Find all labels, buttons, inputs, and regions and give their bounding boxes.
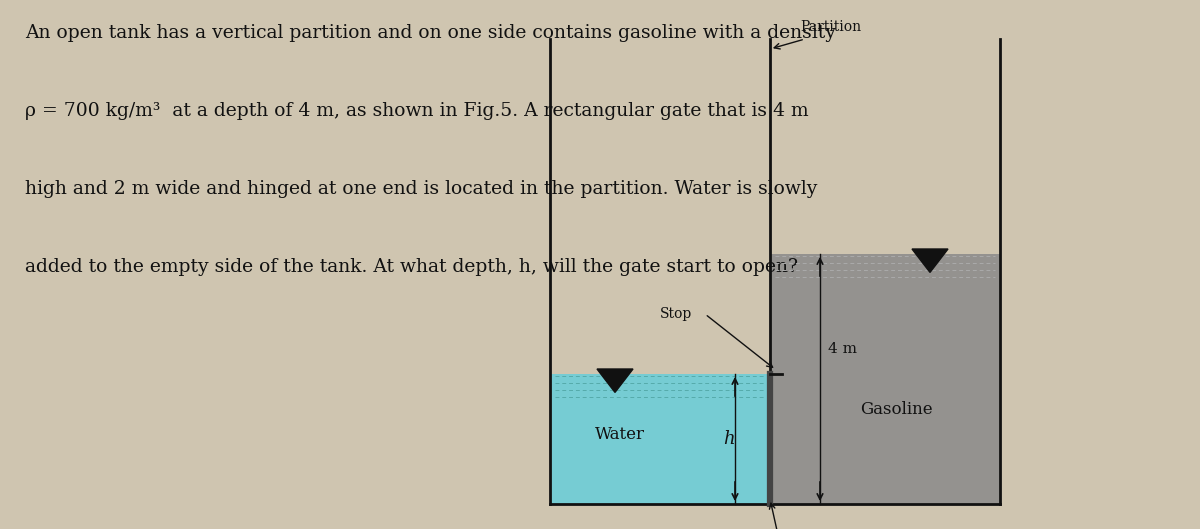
Text: Water: Water (595, 426, 646, 443)
Text: 4 m: 4 m (828, 342, 857, 356)
Text: high and 2 m wide and hinged at one end is located in the partition. Water is sl: high and 2 m wide and hinged at one end … (25, 180, 817, 198)
Polygon shape (912, 249, 948, 272)
Text: h: h (724, 430, 734, 448)
Text: Gasoline: Gasoline (860, 400, 932, 417)
Bar (550, 374, 770, 504)
Polygon shape (598, 369, 634, 393)
Text: ρ = 700 kg/m³  at a depth of 4 m, as shown in Fig.5. A rectangular gate that is : ρ = 700 kg/m³ at a depth of 4 m, as show… (25, 102, 809, 120)
Text: Partition: Partition (800, 20, 862, 34)
Bar (770, 254, 1000, 504)
Text: An open tank has a vertical partition and on one side contains gasoline with a d: An open tank has a vertical partition an… (25, 24, 836, 42)
Text: added to the empty side of the tank. At what depth, h, will the gate start to op: added to the empty side of the tank. At … (25, 258, 798, 276)
Text: Stop: Stop (660, 307, 692, 321)
